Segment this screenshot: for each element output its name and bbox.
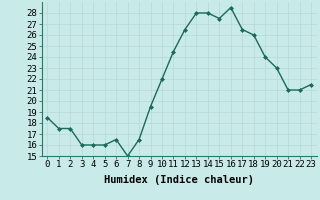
X-axis label: Humidex (Indice chaleur): Humidex (Indice chaleur)	[104, 175, 254, 185]
